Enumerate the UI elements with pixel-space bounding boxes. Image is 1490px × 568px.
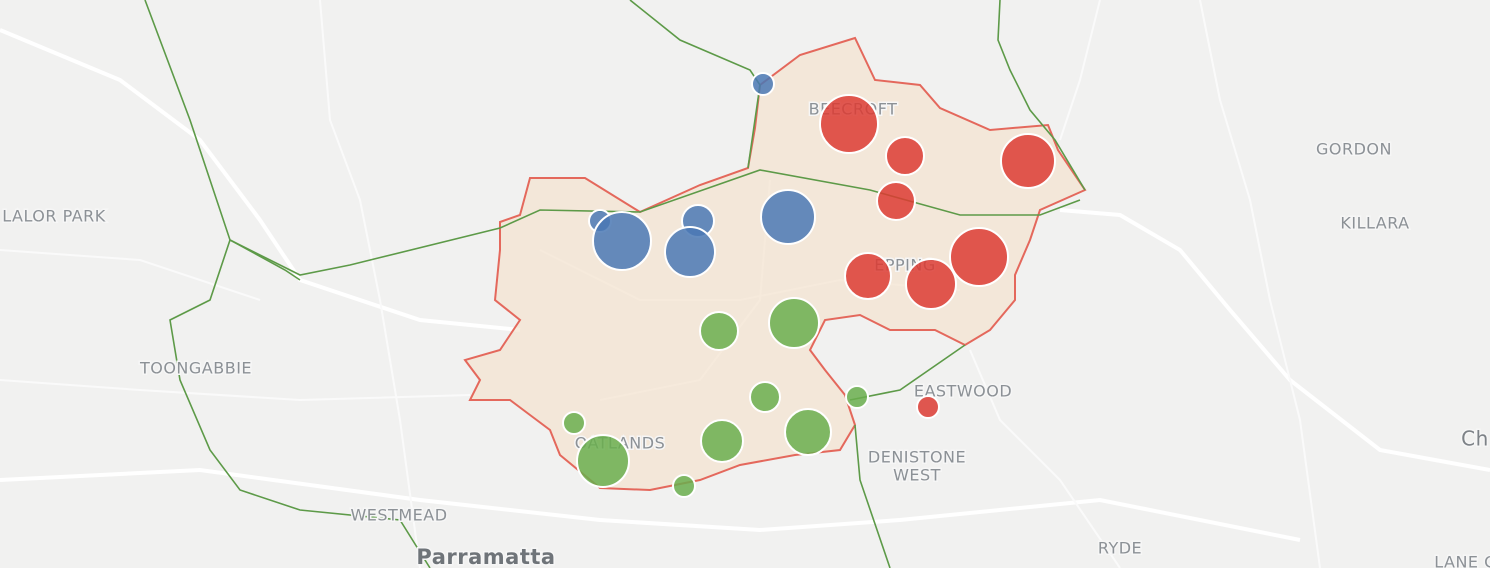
marker (699, 311, 739, 351)
marker (576, 434, 630, 488)
place-label: LALOR PARK (2, 207, 106, 226)
place-label: Ch (1461, 427, 1489, 451)
place-label: TOONGABBIE (139, 359, 252, 378)
marker (760, 189, 816, 245)
marker (844, 252, 892, 300)
road (1199, 0, 1321, 568)
marker (751, 72, 775, 96)
place-label: KILLARA (1340, 214, 1409, 233)
place-label: WESTMEAD (350, 506, 447, 525)
marker (562, 411, 586, 435)
boundary-line (169, 239, 431, 568)
road (0, 467, 1301, 542)
markers (562, 72, 1056, 498)
place-label: RYDE (1098, 539, 1142, 558)
marker (700, 419, 744, 463)
marker (905, 258, 957, 310)
road (1059, 208, 1490, 472)
road (969, 0, 1121, 568)
marker (768, 297, 820, 349)
place-label: LANE C (1434, 553, 1490, 568)
marker (664, 226, 716, 278)
marker (885, 136, 925, 176)
place-label: EASTWOOD (914, 382, 1012, 401)
marker (916, 395, 940, 419)
marker (819, 94, 879, 154)
road (319, 0, 421, 568)
place-label: GORDON (1316, 140, 1392, 159)
road (0, 28, 521, 332)
place-label: WEST (893, 466, 941, 485)
marker (592, 211, 652, 271)
place-label: Parramatta (416, 545, 555, 568)
marker (784, 408, 832, 456)
place-label: DENISTONE (868, 448, 966, 467)
marker (1000, 133, 1056, 189)
road (0, 249, 471, 402)
boundary-line (229, 169, 1081, 276)
electorate-area (463, 36, 1087, 492)
marker (672, 474, 696, 498)
marker (949, 227, 1009, 287)
marker (749, 381, 781, 413)
boundary-line (629, 0, 761, 169)
boundary-line (997, 0, 1086, 191)
marker (876, 181, 916, 221)
marker (845, 385, 869, 409)
